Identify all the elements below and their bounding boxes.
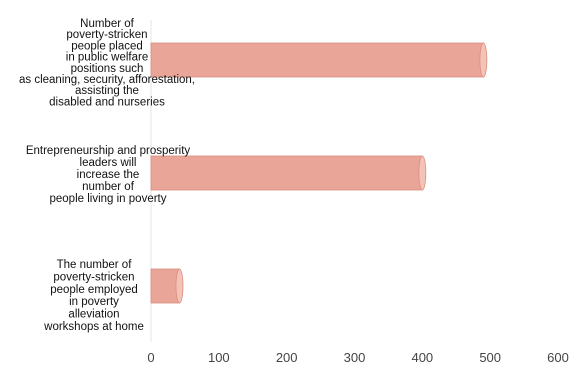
bar-3 (150, 268, 180, 304)
x-tick-300: 300 (344, 350, 366, 365)
x-tick-100: 100 (208, 350, 230, 365)
category-label-2: Entrepreneurship and prosperity leaders w… (26, 145, 191, 205)
category-label-1: Number of poverty-stricken people placed in… (19, 18, 195, 108)
x-tick-labels: 0 100 200 300 400 500 600 (147, 350, 568, 365)
bar-3-end-cap (175, 268, 184, 304)
bar-1 (150, 42, 484, 78)
bars-group (150, 42, 488, 304)
bar-1-end-cap (479, 42, 488, 78)
bar-2 (150, 155, 423, 191)
x-tick-400: 400 (411, 350, 433, 365)
x-tick-500: 500 (479, 350, 501, 365)
category-labels: Number of poverty-stricken people placed in… (19, 18, 195, 333)
bar-2-end-cap (418, 155, 427, 191)
category-label-3: The number of poverty-stricken people empl… (43, 259, 144, 333)
x-tick-200: 200 (276, 350, 298, 365)
x-tick-0: 0 (147, 350, 154, 365)
x-tick-600: 600 (547, 350, 569, 365)
